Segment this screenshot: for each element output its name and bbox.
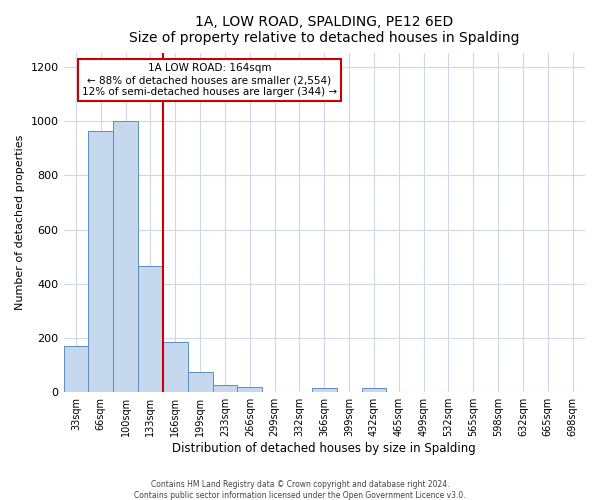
Bar <box>212 386 238 392</box>
Bar <box>188 372 212 392</box>
Y-axis label: Number of detached properties: Number of detached properties <box>15 135 25 310</box>
Bar <box>163 342 188 392</box>
Bar <box>138 266 163 392</box>
Text: Contains HM Land Registry data © Crown copyright and database right 2024.
Contai: Contains HM Land Registry data © Crown c… <box>134 480 466 500</box>
Bar <box>362 388 386 392</box>
Bar <box>113 121 138 392</box>
Bar <box>238 387 262 392</box>
Bar <box>312 388 337 392</box>
Title: 1A, LOW ROAD, SPALDING, PE12 6ED
Size of property relative to detached houses in: 1A, LOW ROAD, SPALDING, PE12 6ED Size of… <box>129 15 520 45</box>
Bar <box>88 130 113 392</box>
Bar <box>64 346 88 392</box>
X-axis label: Distribution of detached houses by size in Spalding: Distribution of detached houses by size … <box>172 442 476 455</box>
Text: 1A LOW ROAD: 164sqm
← 88% of detached houses are smaller (2,554)
12% of semi-det: 1A LOW ROAD: 164sqm ← 88% of detached ho… <box>82 64 337 96</box>
